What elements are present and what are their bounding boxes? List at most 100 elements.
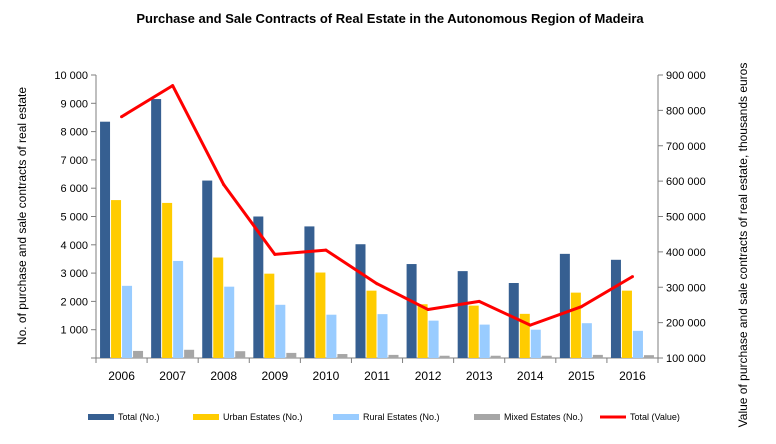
x-tick-label: 2006 xyxy=(108,369,135,383)
y-tick-label: 3 000 xyxy=(60,268,88,280)
bar-rural-estates-no xyxy=(326,314,337,358)
bar-total-no xyxy=(151,99,162,359)
line-point xyxy=(579,305,583,309)
bar-total-no xyxy=(508,283,519,358)
legend-swatch xyxy=(333,414,359,420)
bar-rural-estates-no xyxy=(224,286,235,358)
x-tick-label: 2013 xyxy=(466,369,493,383)
x-tick-label: 2012 xyxy=(415,369,442,383)
bars xyxy=(100,99,654,359)
bar-urban-estates-no xyxy=(570,292,581,358)
y-tick-label: 6 000 xyxy=(60,183,88,195)
bar-mixed-estates-no xyxy=(337,354,348,358)
line-point xyxy=(630,275,634,279)
y-tick-label: 5 000 xyxy=(60,212,88,224)
bar-total-no xyxy=(457,271,468,358)
bar-mixed-estates-no xyxy=(490,355,501,358)
bar-total-no xyxy=(355,244,366,358)
y2-tick-label: 800 000 xyxy=(666,105,706,117)
bar-urban-estates-no xyxy=(264,273,275,358)
x-tick-label: 2016 xyxy=(619,369,646,383)
value-line xyxy=(120,84,634,327)
bar-mixed-estates-no xyxy=(592,354,603,358)
bar-mixed-estates-no xyxy=(541,355,552,358)
y-tick-label: 7 000 xyxy=(60,155,88,167)
y-tick-label: 10 000 xyxy=(54,70,88,82)
bar-mixed-estates-no xyxy=(286,352,297,358)
y2-tick-label: 300 000 xyxy=(666,282,706,294)
bar-urban-estates-no xyxy=(417,304,428,358)
bar-total-no xyxy=(100,121,111,358)
bar-rural-estates-no xyxy=(632,330,643,358)
y-tick-label: 1 000 xyxy=(60,325,88,337)
x-tick-label: 2010 xyxy=(313,369,340,383)
y2-tick-label: 500 000 xyxy=(666,212,706,224)
y-tick-label: 8 000 xyxy=(60,127,88,139)
x-tick-label: 2015 xyxy=(568,369,595,383)
line-point xyxy=(324,248,328,252)
x-tick-label: 2008 xyxy=(210,369,237,383)
bar-total-no xyxy=(304,226,315,358)
legend: Total (No.) Urban Estates (No.) Rural Esta… xyxy=(88,412,680,422)
y2-axis-title: Value of purchase and sale contracts of … xyxy=(736,63,750,428)
line-point xyxy=(120,115,124,119)
bar-urban-estates-no xyxy=(468,305,479,358)
bar-total-no xyxy=(202,180,213,358)
y2-tick-label: 400 000 xyxy=(666,247,706,259)
legend-label: Total (No.) xyxy=(118,412,160,422)
y2-tick-label: 900 000 xyxy=(666,70,706,82)
x-tick-label: 2009 xyxy=(261,369,288,383)
bar-mixed-estates-no xyxy=(133,350,144,358)
bar-mixed-estates-no xyxy=(184,349,195,358)
y-tick-label: 4 000 xyxy=(60,240,88,252)
line-point xyxy=(222,183,226,187)
legend-label: Total (Value) xyxy=(630,412,680,422)
legend-swatch xyxy=(193,414,219,420)
bar-mixed-estates-no xyxy=(235,351,246,358)
x-tick-label: 2014 xyxy=(517,369,544,383)
bar-total-no xyxy=(610,259,621,358)
y2-tick-label: 600 000 xyxy=(666,176,706,188)
y2-tick-label: 100 000 xyxy=(666,353,706,365)
bar-rural-estates-no xyxy=(581,323,592,358)
bar-urban-estates-no xyxy=(315,272,326,358)
bar-mixed-estates-no xyxy=(643,355,654,358)
x-tick-label: 2011 xyxy=(364,369,390,383)
line-point xyxy=(477,299,481,303)
legend-label: Rural Estates (No.) xyxy=(363,412,440,422)
bar-total-no xyxy=(253,216,264,358)
y2-tick-label: 700 000 xyxy=(666,141,706,153)
bar-rural-estates-no xyxy=(479,324,490,358)
bar-urban-estates-no xyxy=(162,202,173,358)
line-point xyxy=(171,84,175,88)
legend-swatch xyxy=(88,414,114,420)
line-point xyxy=(426,308,430,312)
bar-rural-estates-no xyxy=(530,329,541,358)
legend-label: Urban Estates (No.) xyxy=(223,412,303,422)
bar-total-no xyxy=(406,264,417,358)
y-tick-label: 9 000 xyxy=(60,98,88,110)
bar-rural-estates-no xyxy=(122,285,133,358)
bar-urban-estates-no xyxy=(213,257,224,358)
chart-title: Purchase and Sale Contracts of Real Esta… xyxy=(136,11,644,26)
bar-urban-estates-no xyxy=(366,290,377,358)
line-point xyxy=(273,252,277,256)
bar-urban-estates-no xyxy=(621,290,632,358)
bar-urban-estates-no xyxy=(111,200,122,358)
legend-label: Mixed Estates (No.) xyxy=(504,412,583,422)
bar-rural-estates-no xyxy=(173,260,184,358)
bar-mixed-estates-no xyxy=(439,355,450,358)
y2-tick-label: 200 000 xyxy=(666,318,706,330)
line-series-total-value xyxy=(120,84,634,327)
bar-rural-estates-no xyxy=(275,304,286,358)
line-point xyxy=(528,323,532,327)
line-point xyxy=(375,282,379,286)
bar-rural-estates-no xyxy=(377,314,388,358)
x-tick-label: 2007 xyxy=(159,369,186,383)
legend-swatch xyxy=(474,414,500,420)
y-tick-label: 2 000 xyxy=(60,296,88,308)
bar-urban-estates-no xyxy=(519,313,530,358)
bar-total-no xyxy=(559,253,570,358)
bar-mixed-estates-no xyxy=(388,354,399,358)
